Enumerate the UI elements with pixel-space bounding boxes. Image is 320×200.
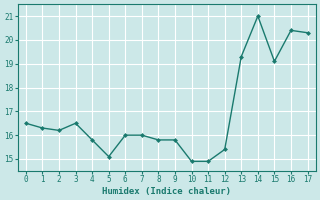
X-axis label: Humidex (Indice chaleur): Humidex (Indice chaleur) bbox=[102, 187, 231, 196]
